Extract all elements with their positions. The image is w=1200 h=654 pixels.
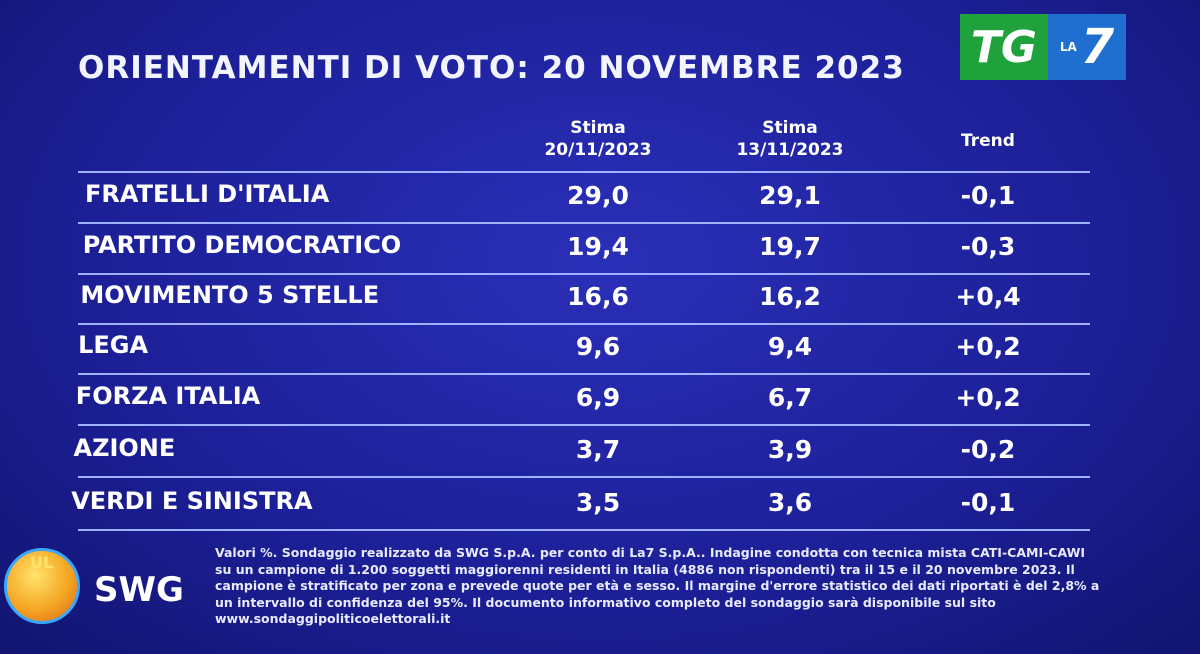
column-header: Trend [898, 130, 1078, 152]
column-header-line: 20/11/2023 [544, 140, 652, 160]
cell-value: -0,2 [960, 435, 1016, 464]
title: ORIENTAMENTI DI VOTO: 20 NOVEMBRE 2023 [78, 50, 905, 86]
party-name: FORZA ITALIA [75, 382, 261, 410]
cell-value: 9,4 [767, 332, 813, 361]
cell-value: +0,2 [955, 383, 1021, 412]
logo-tg: TG [960, 14, 1048, 80]
cell-value: 19,7 [759, 232, 821, 261]
footnote: Valori %. Sondaggio realizzato da SWG S.… [215, 545, 1100, 626]
cell-value: 6,7 [767, 383, 813, 412]
column-header: Stima 20/11/2023 [508, 117, 688, 161]
logo-la7: LA 7 [1048, 14, 1126, 80]
column-header-line: Stima [762, 118, 818, 138]
logo-la: LA [1059, 40, 1077, 54]
column-header-line: Stima [570, 118, 626, 138]
column-header: Stima 13/11/2023 [700, 117, 880, 161]
cell-value: -0,3 [960, 232, 1016, 261]
party-name: PARTITO DEMOCRATICO [82, 231, 402, 259]
cell-value: 9,6 [575, 332, 621, 361]
row-separator [78, 476, 1090, 478]
column-header-line: Trend [961, 131, 1015, 151]
cell-value: 3,5 [575, 488, 621, 517]
party-name: MOVIMENTO 5 STELLE [80, 281, 380, 309]
party-name: FRATELLI D'ITALIA [85, 180, 330, 208]
party-name: LEGA [78, 331, 149, 359]
cell-value: +0,2 [955, 332, 1021, 361]
cell-value: 3,7 [575, 435, 621, 464]
cell-value: 3,6 [767, 488, 813, 517]
cell-value: 16,6 [567, 282, 629, 311]
logo-seven: 7 [1080, 19, 1115, 75]
party-name: VERDI E SINISTRA [71, 487, 313, 515]
row-separator [78, 273, 1090, 275]
cell-value: 29,1 [759, 181, 821, 210]
row-separator [78, 529, 1090, 531]
row-separator [78, 323, 1090, 325]
swg-badge: UL [30, 553, 54, 572]
party-name: AZIONE [73, 434, 176, 462]
swg-emblem [4, 548, 80, 624]
column-header-line: 13/11/2023 [736, 140, 844, 160]
cell-value: 19,4 [567, 232, 629, 261]
row-separator [78, 171, 1090, 173]
row-separator [78, 424, 1090, 426]
cell-value: 3,9 [767, 435, 813, 464]
cell-value: 16,2 [759, 282, 821, 311]
cell-value: 6,9 [575, 383, 621, 412]
cell-value: -0,1 [960, 488, 1016, 517]
cell-value: -0,1 [960, 181, 1016, 210]
row-separator [78, 373, 1090, 375]
cell-value: +0,4 [955, 282, 1021, 311]
swg-logo: SWG [94, 570, 184, 610]
cell-value: 29,0 [567, 181, 629, 210]
row-separator [78, 222, 1090, 224]
